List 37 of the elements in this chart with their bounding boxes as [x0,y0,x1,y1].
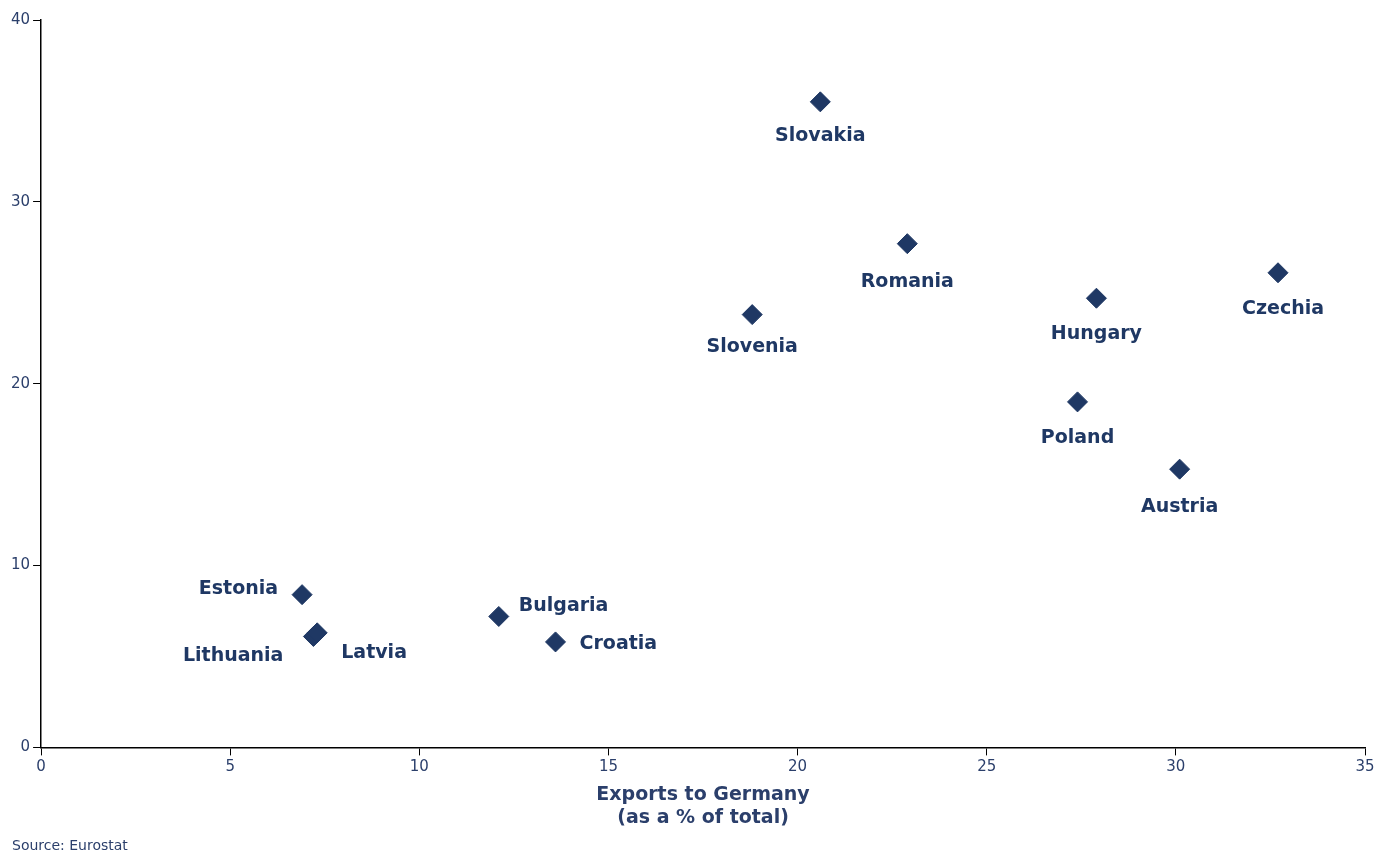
point [291,584,313,606]
point [1067,391,1089,413]
x-tick-label: 25 [977,757,997,776]
series-label: Slovenia [706,333,798,356]
series-label: Bulgaria [518,593,609,616]
x-tick-label: 20 [788,757,808,776]
y-tick-label: 30 [10,191,31,210]
point [488,605,510,627]
x-tick-label: 15 [598,757,619,776]
series-label: Austria [1140,494,1219,517]
point [896,233,918,255]
x-tick-label: 10 [409,757,429,776]
series-label: Czechia [1241,295,1325,318]
series-label: Poland [1040,424,1115,447]
x-tick-label: 30 [1166,757,1186,776]
point [741,304,763,326]
series-label: Croatia [579,630,658,653]
point [1085,287,1107,309]
point [809,91,831,113]
series-label: Lithuania [183,643,284,666]
point [545,631,567,653]
series-label: Slovakia [775,122,866,145]
y-tick-label: 0 [20,737,31,756]
y-tick-label: 20 [10,373,31,392]
x-axis-title: Exports to Germany (as a % of total) [596,781,811,827]
point [1169,458,1191,480]
series-label: Latvia [341,639,407,662]
x-tick-label: 35 [1355,757,1375,776]
y-tick-label: 10 [10,555,31,574]
source-note: Source: Eurostat [12,836,129,853]
x-tick-label: 5 [225,757,235,776]
y-tick-label: 40 [10,9,31,28]
point [1267,262,1289,284]
series-label: Romania [860,268,954,291]
series-label: Hungary [1050,321,1143,344]
series-label: Estonia [198,575,279,598]
x-tick-label: 0 [36,757,46,776]
